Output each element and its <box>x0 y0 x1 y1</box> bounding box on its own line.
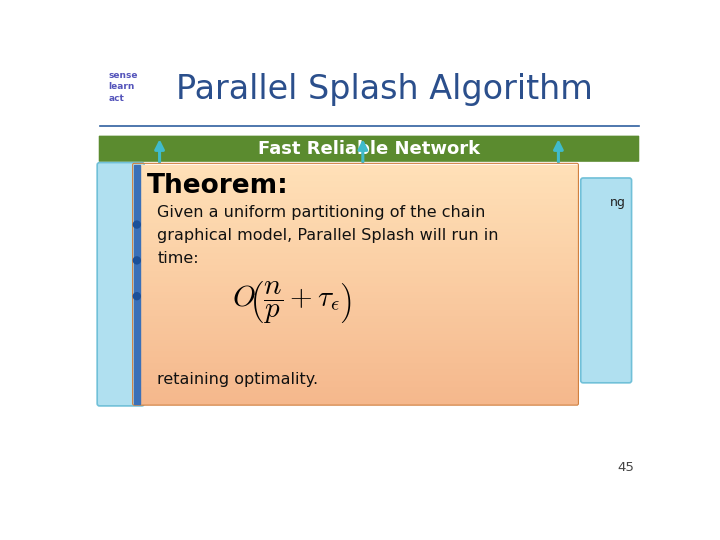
Bar <box>134 329 577 332</box>
Bar <box>134 290 577 293</box>
Text: Parallel Splash Algorithm: Parallel Splash Algorithm <box>176 72 593 105</box>
Bar <box>134 171 577 174</box>
Bar <box>134 332 577 335</box>
Bar <box>134 167 577 171</box>
Bar <box>134 382 577 386</box>
Bar <box>134 400 577 403</box>
Text: sense
learn
act: sense learn act <box>109 71 138 103</box>
Bar <box>134 191 577 195</box>
Bar <box>134 254 577 258</box>
FancyBboxPatch shape <box>97 163 144 406</box>
Text: Theorem:: Theorem: <box>148 173 289 199</box>
Bar <box>134 206 577 210</box>
Bar <box>134 183 577 186</box>
Bar <box>134 230 577 233</box>
Text: Fast Reliable Network: Fast Reliable Network <box>258 140 480 158</box>
Bar <box>134 364 577 368</box>
Bar <box>134 353 577 356</box>
Bar <box>134 260 577 264</box>
Bar <box>134 326 577 329</box>
Bar <box>134 179 577 183</box>
Bar <box>134 349 577 353</box>
Text: ng: ng <box>610 195 626 208</box>
Bar <box>134 165 577 168</box>
Bar <box>134 239 577 242</box>
Bar <box>134 316 577 320</box>
Bar <box>134 359 577 362</box>
Bar <box>134 203 577 207</box>
Circle shape <box>133 293 140 300</box>
Bar <box>134 305 577 308</box>
Bar <box>134 281 577 284</box>
Bar <box>134 310 577 314</box>
Bar <box>134 218 577 221</box>
Bar <box>134 302 577 305</box>
Bar <box>134 245 577 248</box>
Circle shape <box>133 221 140 228</box>
FancyBboxPatch shape <box>581 178 631 383</box>
Bar <box>134 200 577 204</box>
Bar <box>134 394 577 397</box>
Bar <box>134 269 577 272</box>
Bar <box>134 296 577 299</box>
Bar <box>134 320 577 323</box>
Bar <box>134 373 577 377</box>
Bar <box>134 221 577 225</box>
Bar <box>134 343 577 347</box>
Bar <box>134 323 577 326</box>
Bar <box>134 293 577 296</box>
Bar <box>134 335 577 338</box>
Bar <box>134 338 577 341</box>
Bar <box>134 266 577 269</box>
Text: 45: 45 <box>618 462 634 475</box>
Bar <box>134 287 577 290</box>
Bar <box>134 185 577 189</box>
Bar <box>134 210 577 213</box>
Bar <box>134 197 577 201</box>
Bar <box>134 194 577 198</box>
Bar <box>134 308 577 311</box>
Bar <box>134 251 577 254</box>
Bar <box>134 224 577 227</box>
Bar <box>134 263 577 266</box>
Text: Given a uniform partitioning of the chain
graphical model, Parallel Splash will : Given a uniform partitioning of the chai… <box>157 205 499 266</box>
Bar <box>134 242 577 246</box>
Bar <box>134 278 577 281</box>
FancyBboxPatch shape <box>99 136 639 162</box>
Bar <box>134 165 140 403</box>
Bar <box>134 388 577 392</box>
Bar <box>134 341 577 344</box>
Bar <box>134 361 577 365</box>
Bar <box>134 233 577 237</box>
Bar <box>134 397 577 401</box>
Bar <box>134 227 577 231</box>
Bar <box>134 275 577 278</box>
Text: retaining optimality.: retaining optimality. <box>157 372 318 387</box>
Bar <box>134 272 577 275</box>
Bar <box>134 386 577 389</box>
Bar <box>134 392 577 395</box>
Bar <box>134 215 577 219</box>
Bar <box>134 257 577 260</box>
Bar <box>134 173 577 177</box>
Bar <box>134 355 577 359</box>
Bar <box>134 379 577 383</box>
Bar <box>134 367 577 371</box>
Bar <box>134 347 577 350</box>
Bar <box>134 236 577 240</box>
Bar <box>134 248 577 252</box>
Bar <box>134 370 577 374</box>
Bar <box>134 177 577 180</box>
Circle shape <box>133 257 140 264</box>
Bar <box>134 212 577 215</box>
Bar <box>134 188 577 192</box>
Bar <box>134 284 577 287</box>
Bar <box>134 299 577 302</box>
Bar <box>134 314 577 317</box>
Bar <box>134 376 577 380</box>
Text: $O\!\left(\dfrac{n}{p} + \tau_{\epsilon}\right)$: $O\!\left(\dfrac{n}{p} + \tau_{\epsilon}… <box>232 280 352 327</box>
